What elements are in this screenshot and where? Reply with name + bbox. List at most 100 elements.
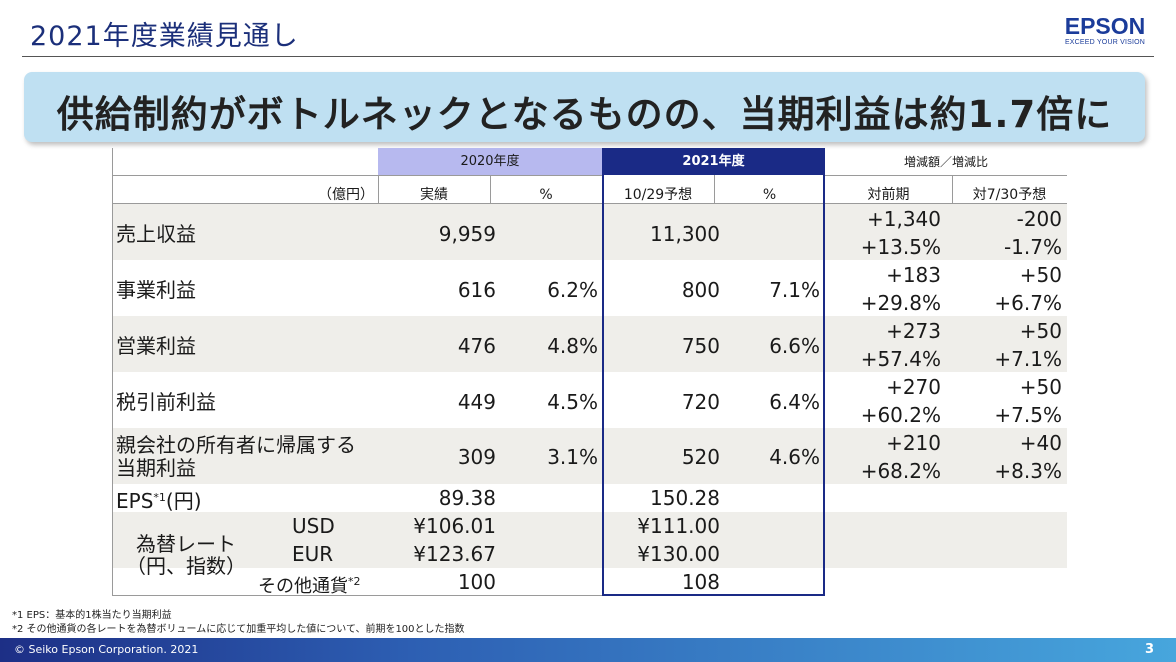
grid-line	[112, 203, 1067, 204]
grid-line	[825, 175, 1067, 176]
cell-vs-prev-amount: +1,340	[866, 207, 941, 231]
cell-vs-730-amount: -200	[1016, 207, 1062, 231]
cell-actual: 449	[457, 390, 496, 414]
row-band	[112, 204, 1067, 260]
logo-word: EPSON	[1064, 13, 1146, 39]
eps-label-text: EPS	[116, 489, 154, 513]
cell-pct-2020: 4.5%	[547, 390, 598, 414]
cell-forecast: 750	[681, 334, 720, 358]
cell-pct-2020: 4.8%	[547, 334, 598, 358]
header-2021: 2021年度	[602, 148, 825, 175]
cell-actual: 9,959	[438, 222, 496, 246]
cell-vs-730-rate: +6.7%	[994, 291, 1062, 315]
cell-forecast: ¥130.00	[637, 542, 720, 566]
row-band	[825, 512, 1067, 568]
eps-unit: (円)	[165, 489, 202, 513]
cell-pct-2020: 3.1%	[547, 445, 598, 469]
cell-forecast: 520	[681, 445, 720, 469]
page-title: 2021年度業績見通し	[30, 21, 299, 52]
col-forecast: 10/29予想	[623, 187, 693, 203]
cell-vs-prev-rate: +68.2%	[860, 459, 941, 483]
row-band	[112, 428, 1067, 484]
col-vs-prev: 対前期	[867, 187, 910, 203]
cell-forecast: 800	[681, 278, 720, 302]
fx-sublabel: （円、指数）	[126, 554, 246, 578]
grid-line	[490, 175, 491, 204]
fx-other-label-text: その他通貨	[258, 576, 348, 597]
results-table: 2020年度 2021年度 増減額／増減比 （億円） 実績 % 10/29予想 …	[112, 148, 1067, 597]
header-change: 増減額／増減比	[903, 155, 988, 169]
headline-text: 供給制約がボトルネックとなるものの、当期利益は約1.7倍に	[56, 93, 1113, 136]
grid-line	[378, 175, 379, 204]
row-label: 営業利益	[116, 334, 196, 358]
cell-pct-2021: 6.6%	[769, 334, 820, 358]
grid-line	[714, 175, 715, 204]
cell-actual: 309	[457, 445, 496, 469]
row-label: 親会社の所有者に帰属する	[116, 433, 356, 457]
cell-forecast: 11,300	[650, 222, 720, 246]
col-vs-730: 対7/30予想	[972, 187, 1047, 203]
headline-banner: 供給制約がボトルネックとなるものの、当期利益は約1.7倍に	[24, 72, 1145, 142]
cell-vs-prev-rate: +57.4%	[860, 347, 941, 371]
fx-eur-label: EUR	[292, 542, 334, 566]
fx-usd-label: USD	[292, 514, 335, 538]
grid-line	[112, 595, 602, 596]
cell-vs-730-rate: -1.7%	[1003, 235, 1062, 259]
cell-vs-730-rate: +7.1%	[994, 347, 1062, 371]
header-2020: 2020年度	[378, 148, 602, 175]
cell-actual: 100	[457, 570, 496, 594]
unit-label: （億円）	[318, 187, 374, 203]
grid-line	[112, 175, 602, 176]
col-pct-2020: %	[539, 187, 553, 203]
footnote-2: *2 その他通貨の各レートを為替ボリュームに応じて加重平均した値について、前期を…	[12, 624, 465, 635]
cell-vs-prev-rate: +60.2%	[860, 403, 941, 427]
row-band	[112, 512, 825, 568]
row-label: 事業利益	[116, 278, 196, 302]
cell-vs-730-amount: +40	[1019, 431, 1062, 455]
eps-label: EPS*1(円)	[116, 485, 202, 514]
cell-vs-prev-amount: +210	[886, 431, 941, 455]
cell-vs-730-rate: +8.3%	[994, 459, 1062, 483]
copyright: © Seiko Epson Corporation. 2021	[14, 643, 199, 656]
fx-footnote-marker: *2	[348, 575, 361, 588]
cell-vs-prev-rate: +13.5%	[860, 235, 941, 259]
cell-vs-prev-amount: +183	[886, 263, 941, 287]
cell-vs-prev-amount: +273	[886, 319, 941, 343]
cell-actual: 476	[457, 334, 496, 358]
col-actual: 実績	[420, 187, 448, 203]
cell-pct-2021: 7.1%	[769, 278, 820, 302]
epson-logo: EPSON EXCEED YOUR VISION	[1060, 14, 1150, 46]
cell-actual: ¥106.01	[413, 514, 496, 538]
grid-line	[952, 175, 953, 204]
cell-vs-prev-amount: +270	[886, 375, 941, 399]
cell-vs-730-rate: +7.5%	[994, 403, 1062, 427]
cell-pct-2021: 4.6%	[769, 445, 820, 469]
cell-forecast: ¥111.00	[637, 514, 720, 538]
cell-vs-730-amount: +50	[1019, 319, 1062, 343]
col-pct-2021: %	[762, 187, 777, 203]
footnote-1: *1 EPS：基本的1株当たり当期利益	[12, 610, 172, 621]
fx-label: 為替レート	[136, 532, 236, 556]
row-label: 売上収益	[116, 222, 196, 246]
page-number: 3	[1144, 642, 1154, 657]
title-divider	[22, 56, 1154, 57]
cell-forecast: 720	[681, 390, 720, 414]
cell-actual: ¥123.67	[413, 542, 496, 566]
row-label: 当期利益	[116, 456, 196, 480]
cell-pct-2020: 6.2%	[547, 278, 598, 302]
cell-forecast: 108	[681, 570, 720, 594]
grid-line	[112, 148, 113, 596]
fx-other-label: その他通貨*2	[258, 569, 361, 600]
cell-vs-prev-rate: +29.8%	[860, 291, 941, 315]
logo-tagline: EXCEED YOUR VISION	[1064, 39, 1146, 46]
eps-footnote-marker: *1	[153, 491, 166, 504]
cell-pct-2021: 6.4%	[769, 390, 820, 414]
cell-actual: 89.38	[438, 486, 496, 510]
footer-bar: © Seiko Epson Corporation. 2021 3	[0, 638, 1176, 662]
cell-vs-730-amount: +50	[1019, 375, 1062, 399]
row-label: 税引前利益	[116, 390, 216, 414]
cell-vs-730-amount: +50	[1019, 263, 1062, 287]
row-band	[112, 316, 1067, 372]
cell-actual: 616	[457, 278, 496, 302]
cell-forecast: 150.28	[650, 486, 720, 510]
